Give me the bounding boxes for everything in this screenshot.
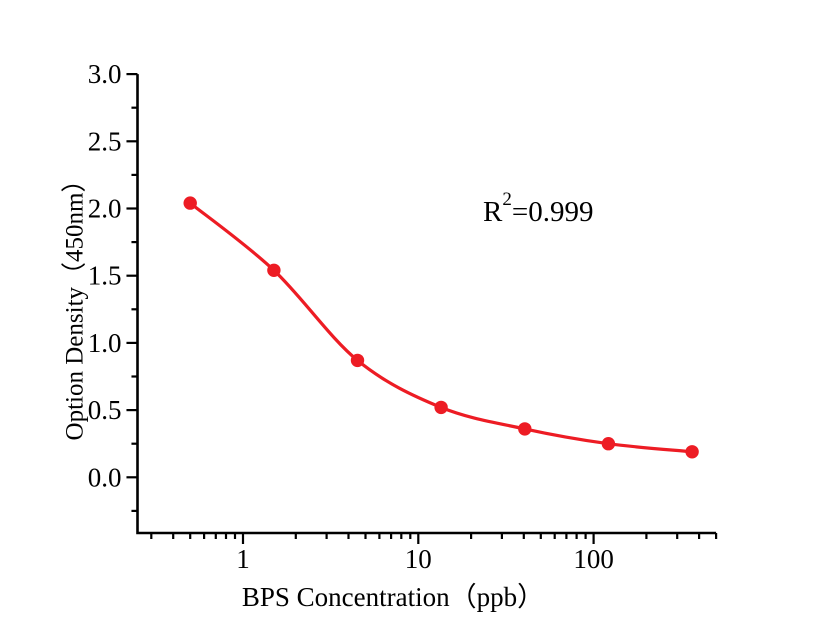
x-tick-labels: 1 10 100: [236, 544, 614, 574]
x-tick-label: 1: [236, 544, 250, 574]
axis-lines: [136, 74, 717, 535]
data-point-marker: [434, 400, 448, 415]
y-tick-label: 2.0: [88, 194, 122, 224]
r-squared-superscript: 2: [502, 189, 512, 210]
r-squared-value: =0.999: [512, 196, 594, 228]
r-squared-base: R: [483, 196, 503, 228]
data-point-marker: [601, 437, 616, 451]
x-tick-label: 10: [405, 544, 432, 574]
r-squared-annotation: R2=0.999: [483, 189, 593, 228]
data-points: [183, 196, 699, 459]
data-point-marker: [350, 353, 365, 368]
y-axis-ticks: [126, 72, 138, 512]
data-point-marker: [267, 263, 281, 277]
y-tick-label: 3.0: [88, 59, 122, 89]
y-tick-label: 1.0: [88, 328, 122, 358]
data-point-marker: [518, 422, 532, 436]
x-axis-ticks: [150, 533, 718, 544]
fit-curve: [188, 201, 694, 454]
y-tick-label: 0.0: [88, 462, 122, 492]
data-point-marker: [183, 196, 197, 210]
y-tick-label: 2.5: [88, 126, 122, 156]
x-tick-label: 100: [573, 544, 614, 574]
fit-curve-path: [188, 201, 694, 454]
y-tick-labels: 0.0 0.5 1.0 1.5 2.0 2.5 3.0: [88, 59, 122, 492]
y-axis-title: Option Density（450nm）: [61, 168, 89, 441]
y-tick-label: 0.5: [88, 395, 122, 425]
x-axis-title: BPS Concentration（ppb）: [242, 582, 544, 612]
axes: [136, 74, 717, 535]
data-point-marker: [685, 445, 699, 459]
y-tick-label: 1.5: [88, 261, 122, 291]
